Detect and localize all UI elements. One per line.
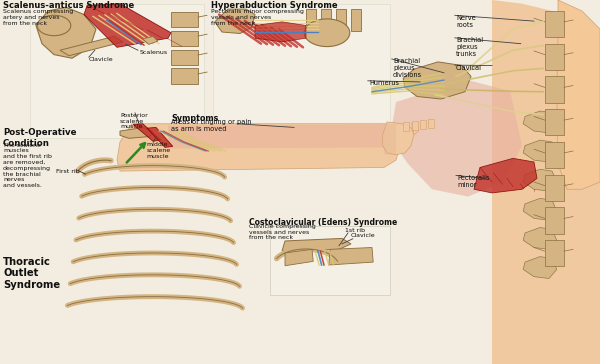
Polygon shape <box>545 44 564 70</box>
Polygon shape <box>255 22 306 42</box>
Text: Brachial
plexus
trunks: Brachial plexus trunks <box>456 37 483 57</box>
Circle shape <box>304 19 350 47</box>
Text: Scalenus: Scalenus <box>139 50 167 55</box>
Polygon shape <box>428 119 434 128</box>
Text: Clavicle: Clavicle <box>351 233 376 238</box>
Text: Costoclavicular (Edens) Syndrome: Costoclavicular (Edens) Syndrome <box>249 218 397 227</box>
Polygon shape <box>171 12 198 27</box>
Polygon shape <box>403 122 409 131</box>
Polygon shape <box>492 0 600 364</box>
Text: middle
scalene
muscle: middle scalene muscle <box>146 142 170 159</box>
Polygon shape <box>215 9 255 33</box>
Text: Areas of tingling or pain
as arm is moved: Areas of tingling or pain as arm is move… <box>171 119 251 132</box>
Polygon shape <box>171 68 198 84</box>
Polygon shape <box>351 9 361 31</box>
Polygon shape <box>30 4 204 138</box>
Polygon shape <box>84 4 171 47</box>
Polygon shape <box>285 249 313 266</box>
Text: Pectoralis
minor: Pectoralis minor <box>457 175 490 188</box>
Polygon shape <box>390 80 522 197</box>
Polygon shape <box>523 228 557 249</box>
Text: Humerus: Humerus <box>369 80 399 86</box>
Polygon shape <box>523 140 557 162</box>
Polygon shape <box>270 226 390 295</box>
Text: Pectoralis minor compressing
vessels and nerves
from the neck: Pectoralis minor compressing vessels and… <box>211 9 304 26</box>
Polygon shape <box>523 169 557 191</box>
Polygon shape <box>545 207 564 234</box>
Text: Thoracic
Outlet
Syndrome: Thoracic Outlet Syndrome <box>3 257 60 290</box>
Text: Scalenus-anticus Syndrome: Scalenus-anticus Syndrome <box>3 1 134 10</box>
Polygon shape <box>329 248 373 265</box>
Polygon shape <box>545 240 564 266</box>
Text: Scalenus compressing
artery and nerves
from the neck: Scalenus compressing artery and nerves f… <box>3 9 73 26</box>
Text: First rib: First rib <box>56 169 79 174</box>
Polygon shape <box>545 175 564 201</box>
Circle shape <box>37 15 71 36</box>
Text: Hyperabduction Syndrome: Hyperabduction Syndrome <box>211 1 338 10</box>
Text: Clavical: Clavical <box>456 65 482 71</box>
Polygon shape <box>336 9 346 29</box>
Polygon shape <box>545 109 564 135</box>
Polygon shape <box>36 7 96 58</box>
Polygon shape <box>474 158 537 193</box>
Polygon shape <box>383 122 414 155</box>
Polygon shape <box>545 11 564 37</box>
Polygon shape <box>545 142 564 168</box>
Text: Brachial
plexus
divisions: Brachial plexus divisions <box>393 58 422 78</box>
Text: 1st rib: 1st rib <box>345 228 365 233</box>
Text: 21036375: 21036375 <box>37 28 97 41</box>
Polygon shape <box>171 31 198 46</box>
Polygon shape <box>523 111 557 133</box>
Text: Clavicle: Clavicle <box>89 57 113 62</box>
Polygon shape <box>384 124 396 155</box>
Polygon shape <box>412 121 418 130</box>
Text: Clavicle compressing
vessels and nerves
from the neck: Clavicle compressing vessels and nerves … <box>249 224 316 241</box>
Polygon shape <box>143 36 158 44</box>
Polygon shape <box>168 124 387 149</box>
Polygon shape <box>120 127 153 138</box>
Polygon shape <box>523 198 557 220</box>
Text: The scalene
muscles
and the first rib
are removed,
decompressing
the brachial
ne: The scalene muscles and the first rib ar… <box>3 143 52 188</box>
Polygon shape <box>403 62 471 99</box>
Polygon shape <box>306 9 316 25</box>
Polygon shape <box>523 257 557 278</box>
Polygon shape <box>557 0 600 189</box>
Text: Post-Operative
Condition: Post-Operative Condition <box>3 128 77 147</box>
Polygon shape <box>133 124 161 141</box>
Polygon shape <box>282 238 351 251</box>
Polygon shape <box>412 123 419 135</box>
Polygon shape <box>60 36 123 56</box>
Polygon shape <box>171 50 198 65</box>
Text: Nerve
roots: Nerve roots <box>456 15 476 28</box>
Text: Posterior
scalene
muscle: Posterior scalene muscle <box>120 113 148 130</box>
Polygon shape <box>321 9 331 27</box>
Polygon shape <box>545 76 564 103</box>
Text: Symptoms: Symptoms <box>171 114 218 123</box>
Polygon shape <box>213 4 390 138</box>
Polygon shape <box>420 120 426 129</box>
Polygon shape <box>117 124 399 171</box>
Polygon shape <box>147 127 173 147</box>
